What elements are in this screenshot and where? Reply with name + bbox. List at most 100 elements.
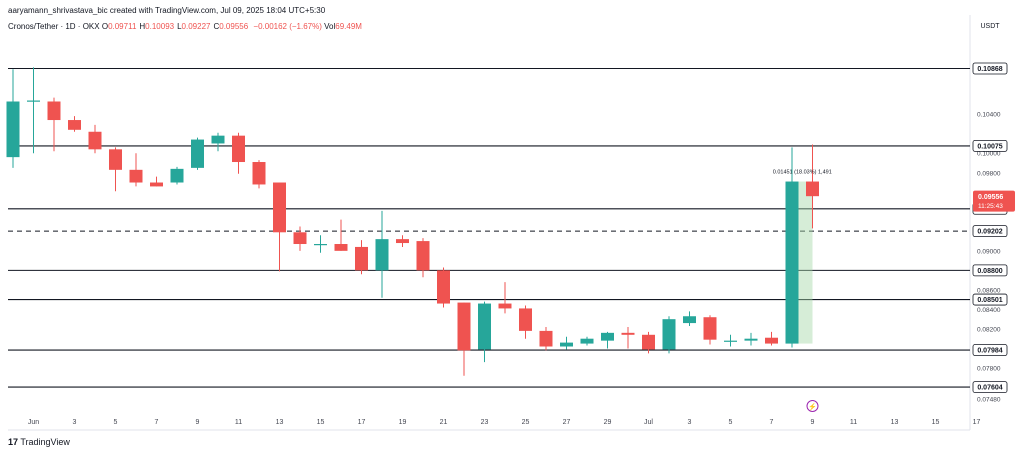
candle-body[interactable] [580,338,594,344]
candle-body[interactable] [765,337,778,344]
candle-body[interactable] [478,303,491,350]
candle-body[interactable] [744,338,758,341]
y-tick-label: 0.07480 [977,397,1001,404]
x-tick-label: 27 [563,419,571,426]
tradingview-logo-icon: 17 [8,437,19,447]
level-price-label: 0.10075 [977,144,1002,151]
measure-label: 0.01451 (18.03%) 1,491 [773,170,832,176]
currency-label: USDT [980,23,1000,30]
x-tick-label: 3 [73,419,77,426]
candle-body[interactable] [232,135,245,163]
x-tick-label: 23 [481,419,489,426]
candle-body[interactable] [334,244,348,251]
candle-body[interactable] [273,182,286,233]
x-tick-label: 11 [235,419,242,426]
candle-body[interactable] [457,302,471,351]
candle-body[interactable] [68,120,81,130]
ohlc-value-h: 0.10093 [145,22,175,31]
tradingview-logo-text: TradingView [20,437,70,447]
y-tick-label: 0.08600 [977,287,1001,294]
ohlc-label-o: O [101,22,109,31]
candle-body[interactable] [191,139,204,168]
level-price-tag [972,264,1008,277]
y-tick-label: 0.09000 [977,248,1001,255]
y-tick-label: 0.09800 [977,170,1001,177]
x-tick-label: 25 [522,419,530,426]
event-marker-icon[interactable] [806,400,819,412]
candle-body[interactable] [293,232,307,245]
candle-body[interactable] [416,241,430,271]
candle-body[interactable] [437,270,450,304]
ohlc-value-l: 0.09227 [181,22,211,31]
change-value: −0.00162 (−1.67%) [253,22,322,31]
candle-body[interactable] [539,330,553,347]
current-price-tag [973,190,1015,212]
candle-body[interactable] [109,149,122,170]
current-price-label: 0.09556 [978,194,1003,201]
x-tick-label: 3 [688,419,692,426]
attribution-text: aaryamann_shrivastava_bic created with T… [8,6,326,15]
candle-body[interactable] [6,101,20,158]
x-tick-label: Jun [28,419,39,426]
ohlc-value-o: 0.09711 [108,22,137,31]
candle-body[interactable] [396,239,409,244]
x-tick-label: 7 [155,419,159,426]
candle-body[interactable] [375,239,389,271]
tradingview-logo: 17 TradingView [8,437,70,447]
candle-body[interactable] [314,244,327,246]
level-price-label: 0.07604 [977,385,1002,392]
symbol-name: Cronos/Tether · 1D · OKX [8,22,100,31]
level-price-label: 0.09202 [977,229,1002,236]
candle-body[interactable] [785,181,799,344]
candle-body[interactable] [150,182,163,187]
candle-body[interactable] [621,332,635,335]
event-marker-symbol: ⚡ [808,402,817,411]
ohlc-label-l: L [177,22,182,31]
candle-body[interactable] [252,162,266,185]
candle-body[interactable] [519,308,532,331]
candle-body[interactable] [47,101,61,121]
candle-body[interactable] [498,303,512,309]
ohlc-values: O0.09711 H0.10093 L0.09227 C0.09556 [102,22,251,31]
x-tick-label: 5 [729,419,733,426]
candle-body[interactable] [129,169,143,183]
candle-body[interactable] [683,316,696,324]
level-price-label: 0.08501 [977,297,1002,304]
x-tick-label: 15 [932,419,940,426]
x-tick-label: 19 [399,419,407,426]
y-tick-label: 0.07800 [977,365,1001,372]
candle-body[interactable] [211,135,225,144]
x-tick-label: 15 [317,419,325,426]
candle-body[interactable] [806,181,819,197]
level-price-tag [972,140,1008,152]
x-tick-label: 13 [891,419,899,426]
candle-body[interactable] [170,168,184,183]
x-tick-label: 9 [196,419,200,426]
candle-body[interactable] [27,100,40,102]
level-price-label: 0.07984 [977,348,1002,355]
ohlc-value-c: 0.09556 [219,22,249,31]
x-tick-label: 7 [770,419,774,426]
candle-body[interactable] [560,342,573,347]
volume-label: Vol [324,22,336,31]
candle-body[interactable] [724,340,737,342]
candle-body[interactable] [642,334,655,350]
candle-body[interactable] [355,246,368,271]
x-tick-label: 5 [114,419,118,426]
x-tick-label: 13 [276,419,284,426]
y-tick-label: 0.10000 [977,151,1001,158]
x-tick-label: 17 [358,419,366,426]
x-tick-label: 17 [973,419,981,426]
candle-body[interactable] [601,332,614,341]
candle-body[interactable] [662,319,676,350]
countdown-label: 11:25:43 [978,203,1003,210]
ohlc-label-h: H [139,22,146,31]
candle-body[interactable] [703,317,717,340]
level-price-tag [972,62,1008,75]
level-price-label: 0.10868 [977,66,1002,73]
candle-body[interactable] [88,131,102,150]
level-price-tag [972,381,1008,394]
level-price-tag [972,225,1008,238]
